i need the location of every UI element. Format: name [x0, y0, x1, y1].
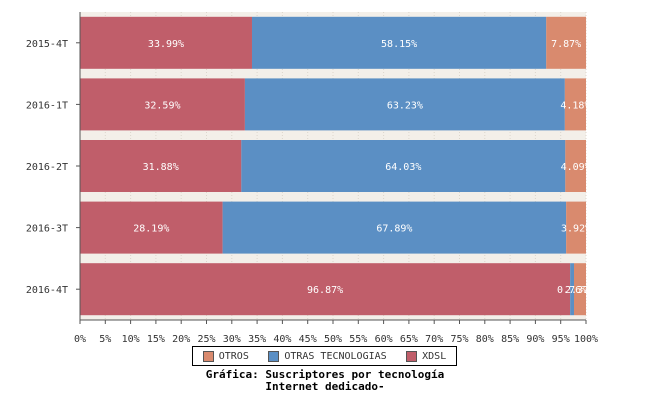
chart-caption-line-1: Gráfica: Suscriptores por tecnología	[205, 368, 445, 381]
x-tick-label: 70%	[425, 334, 443, 345]
y-tick-label: 2016-3T	[26, 224, 68, 235]
data-label: 2.37%	[565, 285, 595, 296]
bar-segment	[566, 201, 586, 254]
data-label: 4.09%	[561, 162, 591, 173]
bar-segment	[241, 140, 566, 192]
bar-segment	[222, 201, 567, 254]
bar-segment	[565, 140, 586, 192]
data-label: 32.59%	[144, 100, 180, 111]
data-label: 64.03%	[385, 162, 421, 173]
legend-swatch-xdsl	[406, 350, 418, 362]
x-tick-label: 75%	[450, 334, 468, 345]
legend-swatch-otras-tecnologias	[268, 350, 280, 362]
bar-segment	[80, 16, 252, 69]
bar-segment	[244, 78, 565, 131]
x-tick-label: 50%	[324, 334, 342, 345]
x-tick-label: 10%	[122, 334, 140, 345]
x-tick-label: 65%	[400, 334, 418, 345]
bar-segment	[80, 140, 242, 192]
data-label: 3.92%	[561, 224, 591, 235]
bar-segment	[251, 16, 547, 69]
x-tick-label: 15%	[147, 334, 165, 345]
data-labels-layer: 33.99% 58.15% 7.87% 32.59% 63.23% 4.18% 31.88%…	[133, 39, 595, 296]
legend-item-otros: OTROS	[202, 350, 249, 362]
x-tick-label: 45%	[299, 334, 317, 345]
data-label: 7.87%	[551, 39, 581, 50]
bar-segment	[546, 16, 587, 69]
x-tick-label: 80%	[476, 334, 494, 345]
x-tick-label: 25%	[197, 334, 215, 345]
data-label: 0.76%	[557, 285, 587, 296]
y-tick-label: 2016-2T	[26, 162, 68, 173]
legend-label-otras-tecnologias: OTRAS TECNOLOGIAS	[284, 350, 387, 362]
x-tick-label: 55%	[349, 334, 367, 345]
legend-swatch-otros	[202, 350, 214, 362]
bar-segment	[80, 201, 223, 254]
bar-segment	[564, 78, 586, 131]
y-axis-labels: 2015-4T 2016-1T 2016-2T 2016-3T 2016-4T	[26, 39, 80, 296]
x-tick-label: 60%	[375, 334, 393, 345]
x-tick-label: 35%	[248, 334, 266, 345]
x-tick-label: 20%	[172, 334, 190, 345]
chart-caption: Gráfica: Suscriptores por tecnología Int…	[0, 369, 650, 393]
x-tick-label: 90%	[526, 334, 544, 345]
y-tick-label: 2016-4T	[26, 285, 68, 296]
x-tick-label: 5%	[99, 334, 111, 345]
x-tick-label: 30%	[223, 334, 241, 345]
legend-label-xdsl: XDSL	[422, 350, 447, 362]
chart-legend: OTROS OTRAS TECNOLOGIAS XDSL	[192, 346, 457, 366]
bar-segment	[80, 78, 245, 131]
x-tick-label: 0%	[74, 334, 86, 345]
data-label: 58.15%	[381, 39, 417, 50]
bars-layer	[80, 16, 587, 316]
x-tick-label: 100%	[574, 334, 598, 345]
x-tick-label: 85%	[501, 334, 519, 345]
data-label: 67.89%	[376, 224, 412, 235]
data-label: 96.87%	[307, 285, 343, 296]
data-label: 63.23%	[387, 100, 423, 111]
x-tick-label: 40%	[273, 334, 291, 345]
bar-segment	[574, 263, 586, 316]
y-tick-label: 2015-4T	[26, 39, 68, 50]
bar-segment	[570, 263, 575, 316]
bar-segment	[80, 263, 571, 316]
y-tick-label: 2016-1T	[26, 100, 68, 111]
data-label: 31.88%	[143, 162, 179, 173]
data-label: 33.99%	[148, 39, 184, 50]
chart-caption-line-2: Internet dedicado-	[265, 380, 385, 393]
data-label: 4.18%	[560, 100, 590, 111]
x-axis-ticks: 0% 5% 10% 15% 20% 25% 30% 35% 40% 45% 50% 55% 60% 65%…	[74, 320, 598, 345]
legend-item-otras-tecnologias: OTRAS TECNOLOGIAS	[268, 350, 387, 362]
x-tick-label: 95%	[552, 334, 570, 345]
data-label: 28.19%	[133, 224, 169, 235]
legend-item-xdsl: XDSL	[406, 350, 447, 362]
legend-label-otros: OTROS	[218, 350, 249, 362]
